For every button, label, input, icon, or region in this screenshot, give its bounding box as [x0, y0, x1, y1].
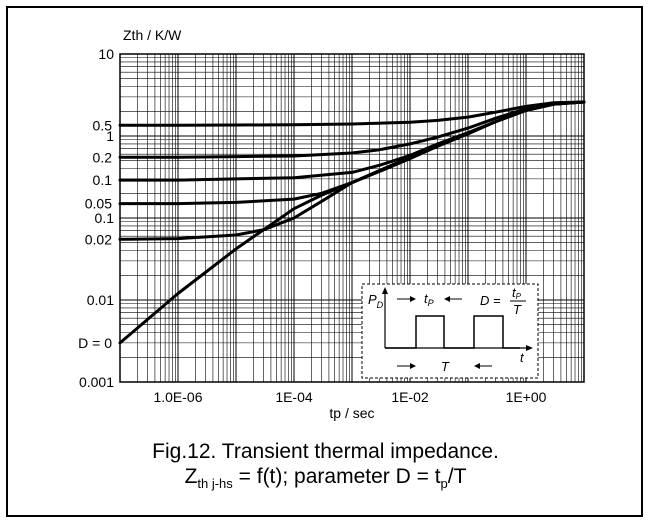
inset-fraction-numerator: tP	[512, 285, 522, 301]
x-axis-label: tp / sec	[329, 405, 374, 421]
grid	[119, 54, 584, 383]
series-label: 0.02	[85, 231, 112, 247]
plot-border	[119, 53, 585, 383]
inset-y-arrow	[382, 287, 388, 294]
inset-fraction-denominator: T	[513, 302, 522, 317]
y-tick-label: 0.01	[87, 292, 114, 308]
T-arrow-right-head	[474, 363, 480, 369]
y-tick-label: 10	[98, 46, 114, 62]
figure-caption-title: Fig.12. Transient thermal impedance.	[152, 440, 499, 463]
inset-p-label: PD	[368, 292, 384, 310]
x-tick-label: 1E-04	[275, 389, 313, 405]
inset-x-arrow	[526, 345, 533, 351]
series-labels: 0.50.20.10.050.02D = 0	[78, 117, 112, 351]
y-tick-labels: 10 1 0.1 0.01 0.001	[79, 46, 114, 390]
y-axis-label: Zth / K/W	[123, 27, 182, 43]
y-tick-label: 0.1	[95, 210, 115, 226]
pulse-inset: PD tP D = tP T t T	[361, 283, 539, 379]
series-label: 0.2	[93, 149, 113, 165]
inset-t-label: t	[520, 350, 525, 365]
series-line	[118, 100, 586, 159]
tp-arrow-left-head	[410, 296, 416, 302]
series-label: D = 0	[78, 335, 112, 351]
series-label: 0.1	[93, 172, 113, 188]
series-line	[118, 100, 586, 345]
tp-arrow-right-head	[444, 296, 450, 302]
y-tick-label: 0.001	[79, 374, 114, 390]
series-lines	[118, 100, 586, 345]
figure-caption-formula: Zth j-hs = f(t); parameter D = tp/T	[184, 465, 467, 492]
x-tick-label: 1.0E-06	[153, 389, 202, 405]
inset-tp-label: tP	[424, 291, 434, 308]
series-label: 0.5	[93, 117, 113, 133]
x-tick-label: 1E-02	[391, 389, 429, 405]
series-label: 0.05	[85, 196, 112, 212]
pulse-waveform	[385, 315, 520, 349]
figure-frame	[6, 6, 643, 517]
y-tick-label: 1	[106, 128, 114, 144]
inset-d-equation: D =	[480, 293, 501, 308]
inset-T-label: T	[441, 359, 450, 374]
x-tick-label: 1E+00	[506, 389, 547, 405]
T-arrow-left-head	[410, 363, 416, 369]
series-line	[118, 100, 586, 127]
x-tick-labels: 1.0E-06 1E-04 1E-02 1E+00	[153, 389, 546, 405]
